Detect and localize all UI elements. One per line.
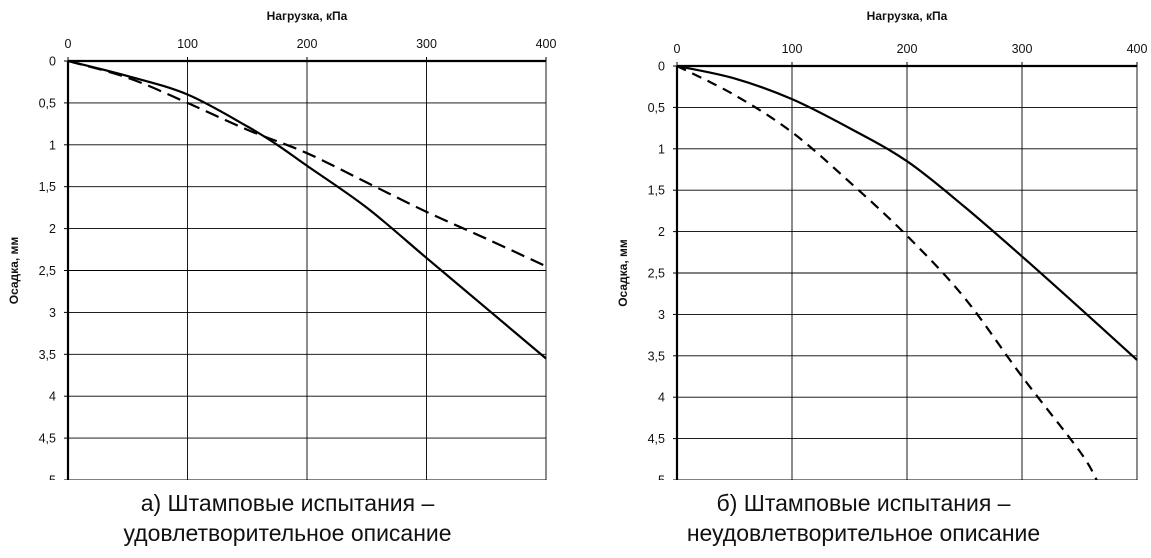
chart-a-y-tick-label: 4 — [49, 390, 56, 404]
chart-b-y-tick-label: 2 — [658, 225, 665, 239]
chart-b-y-tick-label: 2,5 — [648, 267, 665, 281]
chart-a-x-tick-label: 200 — [297, 37, 318, 51]
chart-b-x-axis-title: Нагрузка, кПа — [867, 9, 948, 23]
chart-a-y-tick-label: 0,5 — [39, 96, 56, 110]
chart-a-y-tick-label: 1,5 — [39, 180, 56, 194]
chart-b-x-tick-label: 0 — [674, 42, 681, 56]
caption-a: а) Штамповые испытания – удовлетворитель… — [0, 488, 575, 548]
chart-a-series-solid — [67, 59, 547, 360]
chart-a-svg: 0 100 200 300 400 0 0,5 1 1,5 2 2,5 3 3,5 4 4,5 5 Нагруз… — [7, 9, 557, 481]
chart-b-y-tick-label: 3,5 — [648, 349, 665, 363]
caption-a-line1: а) Штамповые испытания – — [140, 490, 435, 516]
chart-a-y-tick-label: 0 — [49, 55, 56, 69]
caption-b-line2: неудовлетворительное описание — [686, 520, 1041, 546]
chart-b-y-tick-label: 0 — [658, 60, 665, 74]
chart-b-x-tick-label: 200 — [897, 42, 918, 56]
caption-a-line2: удовлетворительное описание — [123, 520, 452, 546]
caption-b-line1: б) Штамповые испытания – — [716, 490, 1011, 516]
chart-a-y-tick-label: 3,5 — [39, 348, 56, 362]
chart-a-y-tick-label: 5 — [49, 474, 56, 481]
chart-b-x-tick-label: 400 — [1127, 42, 1148, 56]
chart-b-series-dashed — [676, 65, 1098, 480]
chart-a-y-tick-label: 1 — [49, 138, 56, 152]
chart-panel-b: 0 100 200 300 400 0 0,5 1 1,5 2 2,5 3 3,5 4 4,5 5 Нагруз… — [576, 0, 1151, 558]
chart-a-series-dashed — [67, 59, 547, 268]
chart-a-x-tick-label: 0 — [65, 37, 72, 51]
chart-b-y-tick-label: 4 — [658, 391, 665, 405]
chart-a-x-tick-label: 400 — [536, 37, 557, 51]
chart-b-series-solid — [676, 64, 1138, 361]
caption-b: б) Штамповые испытания – неудовлетворите… — [576, 488, 1151, 548]
chart-a-y-axis-title: Осадка, мм — [7, 237, 21, 305]
chart-a-y-tick-label: 2,5 — [39, 264, 56, 278]
chart-b-y-axis-title: Осадка, мм — [616, 239, 630, 307]
chart-b-svg: 0 100 200 300 400 0 0,5 1 1,5 2 2,5 3 3,5 4 4,5 5 Нагруз… — [616, 9, 1148, 481]
chart-b-x-tick-label: 300 — [1012, 42, 1033, 56]
chart-a-x-tick-label: 100 — [177, 37, 198, 51]
chart-panel-a: 0 100 200 300 400 0 0,5 1 1,5 2 2,5 3 3,5 4 4,5 5 Нагруз… — [0, 0, 575, 558]
chart-b-x-tick-label: 100 — [782, 42, 803, 56]
chart-a-y-tick-label: 2 — [49, 222, 56, 236]
chart-b-y-tick-label: 3 — [658, 308, 665, 322]
chart-b-y-tick-label: 1 — [658, 142, 665, 156]
chart-b-y-tick-label: 4,5 — [648, 432, 665, 446]
chart-b-y-tick-label: 5 — [658, 474, 665, 481]
chart-a-x-tick-label: 300 — [416, 37, 437, 51]
chart-a-x-axis-title: Нагрузка, кПа — [267, 9, 348, 23]
chart-a-y-tick-label: 4,5 — [39, 432, 56, 446]
chart-b-y-tick-label: 1,5 — [648, 184, 665, 198]
chart-b-y-tick-label: 0,5 — [648, 101, 665, 115]
chart-a-y-tick-label: 3 — [49, 306, 56, 320]
